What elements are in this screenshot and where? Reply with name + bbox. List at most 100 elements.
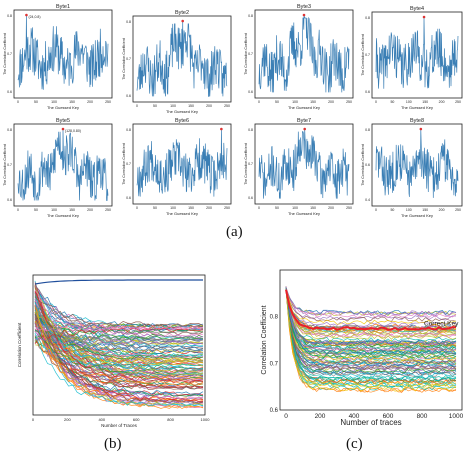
peak-marker xyxy=(220,127,223,131)
x-tick-label: 50 xyxy=(34,208,38,212)
series-line xyxy=(34,333,204,341)
series-line xyxy=(285,290,457,389)
y-tick-label: 0.8 xyxy=(7,128,12,132)
y-tick-label: 0.6 xyxy=(365,90,370,94)
x-tick-label: 100 xyxy=(292,206,298,210)
series-line xyxy=(34,305,204,352)
x-tick-label: 150 xyxy=(188,206,194,210)
data-series-line xyxy=(136,128,228,197)
series-line xyxy=(34,332,204,407)
panel-a6: Byte6 The Guessed Key The Correlation Coef… xyxy=(122,118,232,216)
y-tick-label: 0.6 xyxy=(7,198,12,202)
series-line xyxy=(285,286,457,337)
series-line xyxy=(285,289,457,385)
x-axis-label: Number of traces xyxy=(340,418,401,427)
panel-a1: Byte1 The Guessed Key The Correlation Coef… xyxy=(3,4,113,110)
series-line xyxy=(285,288,457,346)
series-line xyxy=(34,311,204,407)
series-line xyxy=(34,289,204,360)
peak-marker xyxy=(181,19,185,23)
x-tick-label: 200 xyxy=(328,100,334,104)
y-axis-label: Correlation Coefficient xyxy=(261,305,268,374)
x-tick-label: 100 xyxy=(170,104,176,108)
peak-marker xyxy=(25,13,28,17)
panel-a7: Byte7 The Guessed Key The Correlation Coef… xyxy=(244,118,354,216)
series-line xyxy=(34,335,204,390)
series-line xyxy=(285,286,457,362)
series-line xyxy=(285,290,457,365)
series-line xyxy=(34,328,203,338)
y-tick-label: 0.7 xyxy=(7,163,12,167)
x-tick-label: 150 xyxy=(310,206,316,210)
y-axis-label: The Correlation Coefficient xyxy=(244,33,248,75)
peak-marker xyxy=(422,15,426,19)
chart-title: Byte1 xyxy=(56,4,70,10)
series-line xyxy=(34,312,204,389)
x-tick-label: 150 xyxy=(69,208,75,212)
x-axis-label: The Guessed Key xyxy=(288,211,320,216)
x-tick-label: 800 xyxy=(167,417,174,422)
x-tick-label: 0 xyxy=(136,104,138,108)
caption-c: (c) xyxy=(346,436,363,452)
y-axis-label: The Correlation Coefficient xyxy=(3,144,7,186)
x-tick-label: 0 xyxy=(258,206,260,210)
series-line xyxy=(34,323,204,382)
x-tick-label: 1000 xyxy=(449,413,464,420)
panel-a5: Byte5 The Guessed Key The Correlation Coef… xyxy=(3,118,113,218)
chart-title: Byte2 xyxy=(175,10,189,16)
y-tick-label: 0.6 xyxy=(365,163,370,167)
y-tick-label: 0.7 xyxy=(126,162,131,166)
x-tick-label: 150 xyxy=(310,100,316,104)
series-line xyxy=(285,288,457,318)
x-tick-label: 800 xyxy=(417,413,428,420)
x-tick-label: 50 xyxy=(390,100,394,104)
series-line xyxy=(285,287,457,355)
correct-key-line xyxy=(34,279,203,285)
series-line xyxy=(34,287,204,341)
y-tick-label: 0.8 xyxy=(365,16,370,20)
x-tick-label: 100 xyxy=(51,100,57,104)
series-line xyxy=(285,288,457,377)
x-axis-label: Number of Traces xyxy=(101,423,138,428)
series-line xyxy=(34,328,204,345)
series-line xyxy=(285,288,457,325)
series-line xyxy=(285,288,457,382)
x-tick-label: 100 xyxy=(51,208,57,212)
x-tick-label: 150 xyxy=(422,208,428,212)
peak-label: (128,0.80) xyxy=(65,129,81,133)
x-tick-label: 150 xyxy=(422,100,428,104)
correct-key-annotation: Correct Key xyxy=(424,320,459,327)
series-line xyxy=(285,286,457,371)
series-line xyxy=(34,286,204,373)
data-series-line xyxy=(136,20,228,97)
x-tick-label: 100 xyxy=(292,100,298,104)
x-tick-label: 200 xyxy=(206,206,212,210)
series-line xyxy=(34,338,204,346)
caption-b: (b) xyxy=(104,436,122,452)
x-tick-label: 400 xyxy=(349,413,360,420)
panel-b: Number of Traces Correlation Coefficient 0… xyxy=(17,274,210,428)
series-line xyxy=(285,286,457,322)
series-line xyxy=(285,286,457,353)
series-line xyxy=(34,291,204,384)
series-line xyxy=(34,306,204,360)
data-series-line xyxy=(375,16,459,89)
x-tick-label: 200 xyxy=(87,100,93,104)
x-tick-label: 50 xyxy=(275,100,279,104)
x-tick-label: 200 xyxy=(206,104,212,108)
x-axis-label: The Guessed Key xyxy=(166,109,198,114)
x-tick-label: 200 xyxy=(315,413,326,420)
series-line xyxy=(34,312,204,339)
chart-title: Byte6 xyxy=(175,118,189,124)
y-tick-label: 0.4 xyxy=(365,198,370,202)
x-axis-label: The Guessed Key xyxy=(47,213,79,218)
peak-marker xyxy=(61,127,65,131)
x-tick-label: 600 xyxy=(133,417,140,422)
series-line xyxy=(34,337,204,371)
series-line xyxy=(285,287,457,372)
series-line xyxy=(34,325,204,358)
x-tick-label: 200 xyxy=(439,100,445,104)
correct-key-line xyxy=(285,289,457,331)
x-tick-label: 0 xyxy=(375,208,377,212)
